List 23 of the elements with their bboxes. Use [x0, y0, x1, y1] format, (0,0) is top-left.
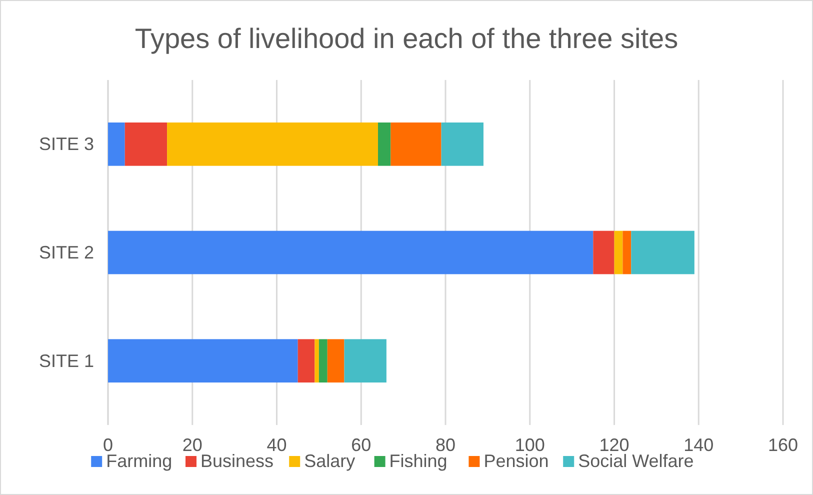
bar: [124, 122, 168, 166]
x-tick-label: 20: [182, 435, 202, 455]
bar: [314, 339, 319, 382]
bar: [390, 122, 442, 166]
bar: [378, 122, 391, 166]
bar: [167, 122, 378, 166]
bar: [298, 339, 315, 382]
bar: [327, 339, 344, 382]
y-tick-label: SITE 3: [38, 134, 94, 154]
y-tick-label: SITE 1: [38, 350, 94, 371]
bar: [108, 339, 298, 382]
bar: [593, 230, 614, 274]
y-tick-label: SITE 2: [38, 242, 94, 262]
bar: [318, 339, 328, 382]
x-tick-label: 160: [768, 435, 798, 455]
bar: [108, 122, 125, 166]
bar: [622, 230, 632, 274]
chart-title: Types of livelihood in each of the three sites: [134, 23, 678, 54]
bar: [631, 230, 694, 274]
bar: [108, 230, 594, 274]
bar: [614, 230, 623, 274]
bar: [441, 122, 484, 166]
bar: [344, 339, 386, 382]
